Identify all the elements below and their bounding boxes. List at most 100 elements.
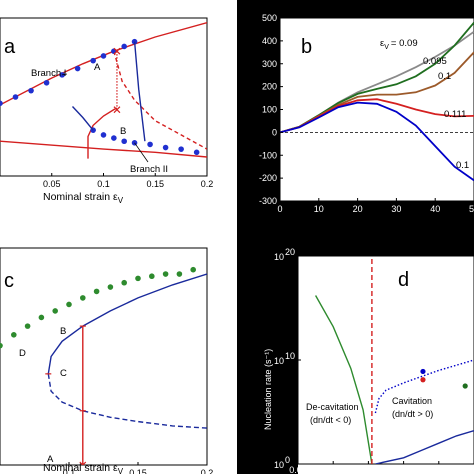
panel-d-ytick-exp-0: 20: [285, 247, 295, 257]
panel-a-series-3: [0, 140, 207, 158]
panel-a-xtick-label-0: 0.05: [43, 179, 61, 189]
panel-c-series-2-point-1: [11, 332, 17, 338]
panel-a-frame: [0, 17, 208, 177]
panel-c-point-c-label: C: [60, 368, 67, 379]
panel-a-series-4-point-1: [12, 94, 19, 100]
panel-c-xtick-label-2: 0.2: [201, 468, 214, 474]
panel-c-series-2-point-6: [80, 295, 86, 301]
panel-a-xlabel: Nominal strain εV: [43, 191, 124, 205]
panel-d-decavitation-label: De-cavitation: [306, 402, 359, 412]
panel-c-series-2-point-3: [38, 314, 45, 321]
panel-a-series-4-point-3: [43, 79, 50, 86]
panel-a-series-5-point-7: [178, 146, 184, 152]
panel-a-label: a: [4, 36, 16, 58]
panel-a-series-6: [133, 41, 146, 142]
panel-a-branch-one-leader: [62, 73, 68, 76]
panel-d-left-background: [237, 246, 298, 474]
panel-c-series-2-point-7: [93, 288, 100, 295]
panel-a-xtick-label-1: 0.1: [97, 179, 110, 189]
panel-a-series-7: [71, 106, 94, 131]
panel-c-label: c: [4, 270, 14, 292]
panel-b-ytick-label-7: 400: [262, 36, 277, 46]
panel-d-plot: [314, 256, 474, 464]
panel-c-xtick-label-1: 0.15: [129, 468, 147, 474]
panel-c-series-2-point-5: [66, 301, 72, 308]
panel-a-series-4-point-6: [90, 57, 96, 64]
panel-b-xtick-label-0: 0: [277, 204, 282, 214]
panel-c-series-2-point-9: [121, 279, 127, 286]
panel-c-series-0: [47, 273, 207, 375]
panel-c-frame: [0, 247, 208, 466]
panel-b-ytick-label-1: -200: [259, 173, 277, 183]
panel-b-legend-0: εV = 0.09: [380, 38, 418, 51]
panel-c-marker-a: [79, 461, 87, 465]
panel-d-xtick-label-0: 0.09: [289, 465, 307, 474]
panel-c-series-2-point-13: [176, 271, 183, 277]
panel-c-series-2-point-12: [162, 271, 169, 277]
panel-b-ytick-label-5: 200: [262, 82, 277, 92]
panel-d-decavitation-sub: (dn/dt < 0): [310, 415, 351, 425]
panel-d-series-0: [314, 295, 373, 464]
panel-a-marker-a: [113, 47, 121, 55]
panel-d-xtick-label-3: 0.12: [395, 465, 413, 474]
panel-c-series-2-point-10: [135, 275, 141, 282]
panel-d-ytick-label-0: 10: [274, 252, 284, 262]
panel-b-ytick-label-6: 300: [262, 59, 277, 69]
panel-c-xlabel: Nominal strain εV: [43, 462, 124, 474]
panel-c-axes: 0.1 0.15 0.2: [63, 462, 214, 474]
panel-d-xtick-label-1: 0.1: [327, 465, 340, 474]
panel-a-point-b-label: B: [120, 126, 126, 137]
panel-d-ytick-exp-1: 10: [285, 351, 295, 361]
panel-a-series-4-point-9: [121, 43, 127, 50]
panel-d-xtick-label-2: 0.11: [360, 465, 377, 474]
panel-a-series-5-point-6: [162, 144, 169, 151]
panel-a-series-5-point-1: [100, 132, 107, 138]
panel-c-point-d-label: D: [19, 348, 26, 359]
panel-d-xtick-label-4: 0.13: [430, 465, 448, 474]
panel-b-xtick-label-2: 20: [353, 204, 363, 214]
panel-a-series-2: [87, 107, 118, 159]
panel-a-series-4-point-7: [100, 53, 107, 59]
panel-b-legend-2: 0.1: [438, 71, 451, 82]
panel-c-plot: [0, 266, 207, 465]
panel-a-series-5-point-5: [147, 141, 153, 148]
panel-b-xtick-label-5: 50: [469, 204, 474, 214]
panel-c-point-a-label: A: [47, 454, 54, 465]
panel-a-series-5-point-3: [121, 138, 127, 145]
panel-b-ytick-label-3: 0: [272, 127, 277, 137]
panel-a-series-4-point-10: [131, 38, 138, 45]
panel-b-legend-1: 0.095: [423, 56, 447, 67]
panel-c-series-2-point-4: [52, 308, 58, 314]
panel-b-xtick-label-3: 30: [391, 204, 401, 214]
panel-d-ytick-label-2: 10: [274, 460, 284, 470]
panel-d-scatter-2: [462, 383, 468, 389]
panel-b-axes: -300 -200 -100 0 100 200 300 400 500 0 10 20 30 40 50: [259, 13, 474, 214]
panel-d-scatter-0: [420, 368, 426, 375]
panel-a-series-5-point-2: [111, 135, 117, 141]
panel-b-label: b: [301, 36, 312, 58]
panel-c-point-b-label: B: [60, 326, 66, 337]
panel-a-series-4-point-5: [74, 65, 81, 72]
panel-a-xtick-label-3: 0.2: [201, 179, 214, 189]
panel-c-series-2-point-2: [24, 323, 31, 329]
panel-d-ytick-exp-2: 0: [285, 455, 290, 465]
panel-a-series-4-point-2: [28, 87, 34, 94]
panel-b-xtick-label-4: 40: [430, 204, 440, 214]
panel-b-frame: [279, 17, 474, 202]
panel-c-series-2-point-14: [190, 266, 196, 273]
panel-a-point-a-label: A: [94, 62, 101, 73]
panel-d-xlabel: Nominal strain εV: [334, 464, 403, 474]
panel-b-series-4: [280, 101, 474, 182]
panel-d-cavitation-label: Cavitation: [392, 396, 432, 406]
panel-b-ytick-label-4: 100: [262, 105, 277, 115]
panel-a-branch-two-label: Branch II: [130, 164, 168, 175]
panel-b-legend-3: 0.111: [444, 109, 466, 120]
panel-a-series-0: [0, 22, 207, 106]
panel-b-xtick-label-1: 10: [314, 204, 324, 214]
panel-a-xtick-label-2: 0.15: [146, 179, 164, 189]
panel-d-frame: [297, 255, 474, 465]
panel-d-ytick-label-1: 10: [274, 356, 284, 366]
panel-b-ytick-label-8: 500: [262, 13, 277, 23]
panel-c-series-1: [47, 373, 207, 429]
